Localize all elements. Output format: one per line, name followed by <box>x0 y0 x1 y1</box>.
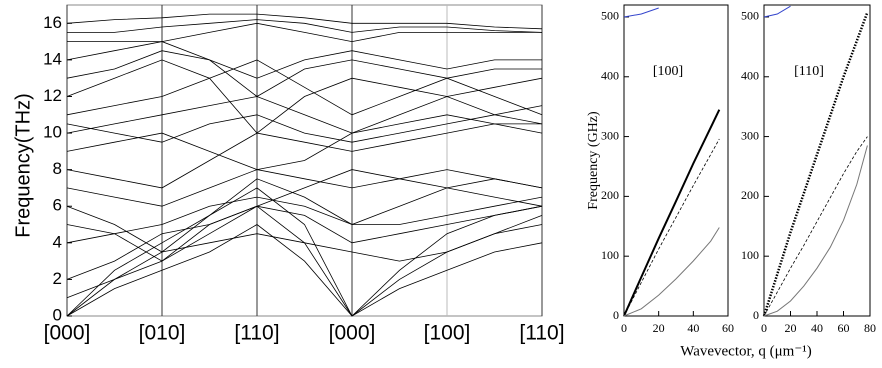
y-tick-label: 16 <box>43 13 62 32</box>
band-line <box>66 215 543 299</box>
band-line <box>67 22 542 43</box>
y-tick-label: 100 <box>601 248 619 262</box>
band-line <box>623 7 659 18</box>
band-line <box>66 96 543 134</box>
panel-label: [110] <box>794 64 824 79</box>
x-tick-label: [110] <box>234 322 279 345</box>
band-line <box>66 123 543 189</box>
y-tick-label: 200 <box>601 188 619 202</box>
x-tick-label: 80 <box>864 321 876 335</box>
band-line <box>66 196 543 244</box>
y-tick-label: 6 <box>53 196 62 215</box>
x-tick-label: [110] <box>519 322 564 345</box>
y-tick-label: 400 <box>601 69 619 83</box>
y-tick-label: 0 <box>753 308 759 322</box>
band-line <box>66 178 543 253</box>
y-tick-label: 200 <box>741 188 759 202</box>
band-line <box>763 136 868 317</box>
x-tick-label: 0 <box>621 321 627 335</box>
y-tick-label: 400 <box>741 69 759 83</box>
x-tick-label: 20 <box>785 321 797 335</box>
y-axis-label: Frequency(THz) <box>12 93 34 237</box>
x-tick-label: [000] <box>329 322 376 345</box>
band-line <box>66 13 543 30</box>
x-tick-label: [000] <box>44 322 91 345</box>
y-tick-label: 2 <box>53 269 62 288</box>
x-tick-label: 0 <box>761 321 767 335</box>
band-line <box>66 59 543 134</box>
x-tick-label: 60 <box>838 321 850 335</box>
y-tick-label: 100 <box>741 248 759 262</box>
band-line <box>623 138 720 317</box>
y-tick-label: 10 <box>43 123 62 142</box>
y-tick-label: 4 <box>53 232 62 251</box>
band-line <box>623 227 720 317</box>
band-line <box>66 169 543 262</box>
band-line <box>66 41 542 79</box>
y-axis-label: Frequency (GHz) <box>586 111 601 210</box>
band-line <box>66 187 543 317</box>
x-tick-label: 20 <box>653 321 665 335</box>
band-line <box>763 5 791 18</box>
x-tick-label: 60 <box>722 321 734 335</box>
x-tick-label: [100] <box>424 322 471 345</box>
y-tick-label: 14 <box>43 49 62 68</box>
band-line <box>66 114 542 171</box>
band-line <box>66 169 543 207</box>
x-tick-label: 40 <box>811 321 823 335</box>
y-tick-label: 500 <box>601 9 619 23</box>
y-tick-label: 0 <box>53 305 62 324</box>
x-tick-label: [010] <box>139 322 186 345</box>
band-line <box>67 19 543 33</box>
band-line <box>66 224 543 317</box>
x-axis-label: Wavevector, q (μm⁻¹) <box>680 343 812 359</box>
band-line <box>66 50 542 97</box>
band-line <box>66 105 543 143</box>
plot-frame <box>623 4 729 317</box>
y-tick-label: 300 <box>741 128 759 142</box>
y-tick-label: 8 <box>53 159 62 178</box>
y-tick-label: 500 <box>741 9 759 23</box>
band-line <box>623 109 721 317</box>
x-tick-label: 40 <box>687 321 699 335</box>
band-line <box>763 145 868 317</box>
panel-label: [100] <box>653 64 683 79</box>
y-tick-label: 12 <box>43 86 62 105</box>
y-tick-label: 300 <box>601 128 619 142</box>
y-tick-label: 0 <box>613 308 619 322</box>
band-line <box>66 59 543 116</box>
